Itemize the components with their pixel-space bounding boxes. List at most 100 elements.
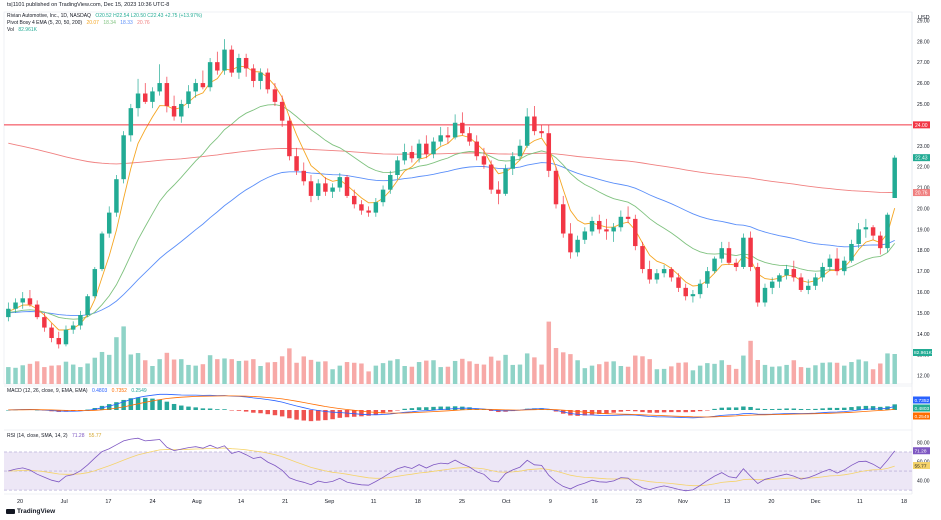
volume-bar bbox=[510, 364, 516, 384]
candle-body bbox=[582, 231, 588, 240]
macd-histogram-bar bbox=[287, 410, 292, 419]
time-tick-label: Dec bbox=[811, 499, 821, 505]
legend-macd-value: 0.4803 bbox=[91, 388, 108, 394]
volume-bar bbox=[27, 363, 33, 384]
volume-bar bbox=[236, 360, 242, 384]
candle-body bbox=[373, 202, 379, 213]
candle-body bbox=[416, 143, 422, 159]
candle-body bbox=[179, 103, 184, 117]
volume-bar bbox=[611, 361, 616, 384]
volume-bar bbox=[251, 359, 256, 384]
candle-body bbox=[568, 233, 573, 253]
macd-histogram-bar bbox=[243, 410, 249, 412]
volume-bar bbox=[164, 352, 170, 384]
volume-bar bbox=[633, 355, 638, 384]
volume-bar bbox=[344, 362, 350, 384]
macd-histogram-bar bbox=[755, 408, 761, 410]
candle-body bbox=[798, 277, 804, 290]
volume-bar bbox=[553, 348, 559, 384]
time-tick-label: 11 bbox=[857, 499, 863, 505]
volume-bar bbox=[741, 355, 746, 384]
volume-bar bbox=[186, 364, 191, 384]
macd-histogram-bar bbox=[777, 408, 782, 410]
time-tick-label: 16 bbox=[592, 499, 598, 505]
macd-histogram-bar bbox=[712, 408, 717, 410]
candle-body bbox=[834, 258, 840, 272]
legend-rsi-ma-value: 55.77 bbox=[88, 433, 102, 439]
volume-bar bbox=[481, 364, 487, 384]
volume-bar bbox=[388, 360, 393, 384]
volume-bar bbox=[769, 366, 775, 384]
macd-histogram-bar bbox=[633, 410, 638, 412]
macd-histogram-bar bbox=[705, 410, 710, 411]
macd-histogram-bar bbox=[611, 410, 616, 413]
candle-body bbox=[517, 145, 523, 157]
candle-body bbox=[488, 164, 494, 190]
volume-bar bbox=[856, 359, 861, 384]
candle-body bbox=[78, 315, 83, 326]
ema200-tag-label: 20.76 bbox=[915, 191, 928, 197]
macd-histogram-bar bbox=[863, 405, 869, 410]
volume-bar bbox=[805, 367, 811, 384]
candle-body bbox=[402, 152, 407, 161]
volume-bar bbox=[640, 356, 645, 384]
macd-histogram-bar bbox=[445, 406, 451, 410]
candle-body bbox=[791, 269, 797, 278]
candle-body bbox=[661, 269, 667, 274]
time-tick-label: 25 bbox=[459, 499, 465, 505]
candle-body bbox=[143, 93, 148, 102]
macd-histogram-bar bbox=[258, 410, 263, 414]
price-tick-label: 16.00 bbox=[917, 290, 930, 296]
macd-histogram-bar bbox=[229, 410, 234, 411]
volume-bar bbox=[301, 356, 307, 384]
macd-histogram-bar bbox=[733, 407, 739, 410]
volume-bar bbox=[496, 360, 501, 384]
macd-histogram-bar bbox=[330, 410, 335, 420]
candle-body bbox=[323, 183, 328, 192]
macd-histogram-bar bbox=[784, 408, 789, 410]
candle-body bbox=[222, 49, 227, 71]
macd-histogram-bar bbox=[582, 410, 588, 416]
macd-histogram-bar bbox=[272, 410, 278, 416]
volume-bar bbox=[885, 353, 890, 384]
volume-bar bbox=[683, 362, 688, 384]
volume-bar bbox=[70, 364, 76, 384]
price-tick-label: 28.00 bbox=[917, 39, 930, 45]
volume-bar bbox=[114, 337, 119, 384]
volume-bar bbox=[143, 360, 148, 384]
volume-bar bbox=[272, 362, 278, 384]
macd-histogram-bar bbox=[431, 406, 436, 410]
volume-bar bbox=[445, 366, 451, 384]
candle-body bbox=[625, 216, 631, 219]
legend-macd-label: MACD (12, 26, close, 9, EMA, EMA) bbox=[7, 388, 88, 394]
volume-bar bbox=[762, 364, 768, 384]
macd-histogram-bar bbox=[683, 410, 688, 413]
candle-body bbox=[762, 287, 768, 303]
macd-histogram-bar bbox=[813, 408, 818, 410]
volume-bar bbox=[287, 348, 292, 384]
candle-body bbox=[870, 227, 876, 236]
candle-body bbox=[265, 72, 270, 90]
volume-bar bbox=[106, 354, 112, 384]
price-tick-label: 19.00 bbox=[917, 227, 930, 233]
price-tick-label: 21.00 bbox=[917, 186, 930, 192]
price-tick-label: 26.00 bbox=[917, 81, 930, 87]
candle-body bbox=[121, 135, 126, 180]
rsi-ma-tag bbox=[913, 462, 930, 470]
volume-bar bbox=[229, 359, 234, 384]
volume-bar bbox=[870, 369, 876, 384]
candle-body bbox=[705, 271, 710, 284]
rsi-line bbox=[8, 437, 896, 492]
candle-body bbox=[597, 220, 602, 230]
candle-body bbox=[467, 133, 472, 142]
volume-bar bbox=[777, 366, 782, 384]
candle-body bbox=[85, 296, 90, 316]
macd-histogram-bar bbox=[114, 402, 119, 410]
candle-body bbox=[885, 214, 890, 249]
candle-body bbox=[229, 49, 234, 73]
candle-body bbox=[481, 156, 487, 165]
volume-bar bbox=[690, 370, 696, 384]
volume-bar bbox=[748, 340, 753, 384]
candle-body bbox=[611, 227, 616, 232]
